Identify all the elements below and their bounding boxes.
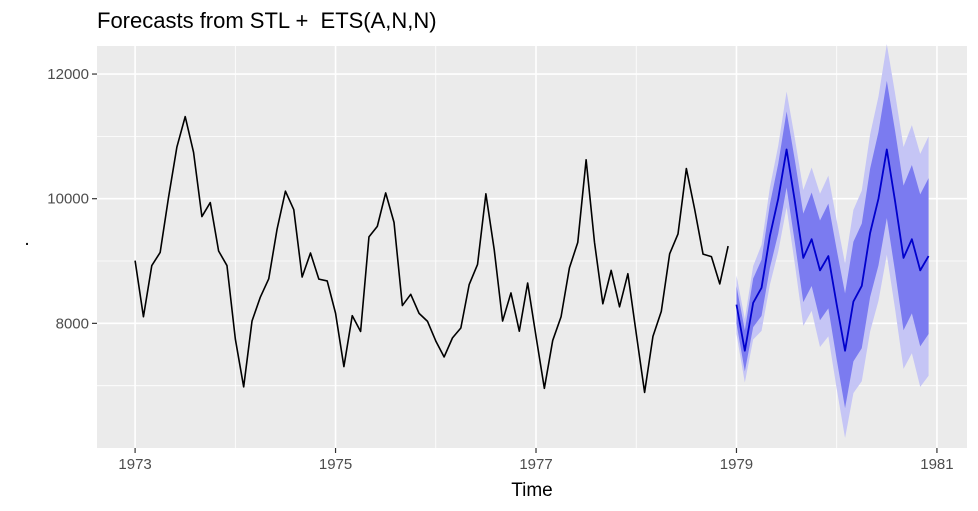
x-tick-label: 1973 — [118, 456, 151, 473]
x-axis-title: Time — [511, 480, 553, 501]
series-lines — [134, 115, 930, 394]
x-tick-label: 1981 — [920, 456, 953, 473]
x-axis: 1973 1975 1977 1979 1981 — [118, 448, 954, 473]
chart-title: Forecasts from STL + ETS(A,N,N) — [97, 8, 437, 33]
y-tick-label: 12000 — [47, 66, 89, 83]
y-axis: 8000 10000 12000 — [47, 66, 97, 332]
x-tick-label: 1977 — [519, 456, 552, 473]
y-tick-label: 10000 — [47, 191, 89, 208]
y-tick-label: 8000 — [56, 315, 89, 332]
y-axis-title: . — [24, 229, 29, 250]
x-tick-label: 1979 — [720, 456, 753, 473]
forecast-mean-line — [735, 148, 930, 352]
observed-series-line — [134, 115, 729, 394]
x-tick-label: 1975 — [319, 456, 352, 473]
